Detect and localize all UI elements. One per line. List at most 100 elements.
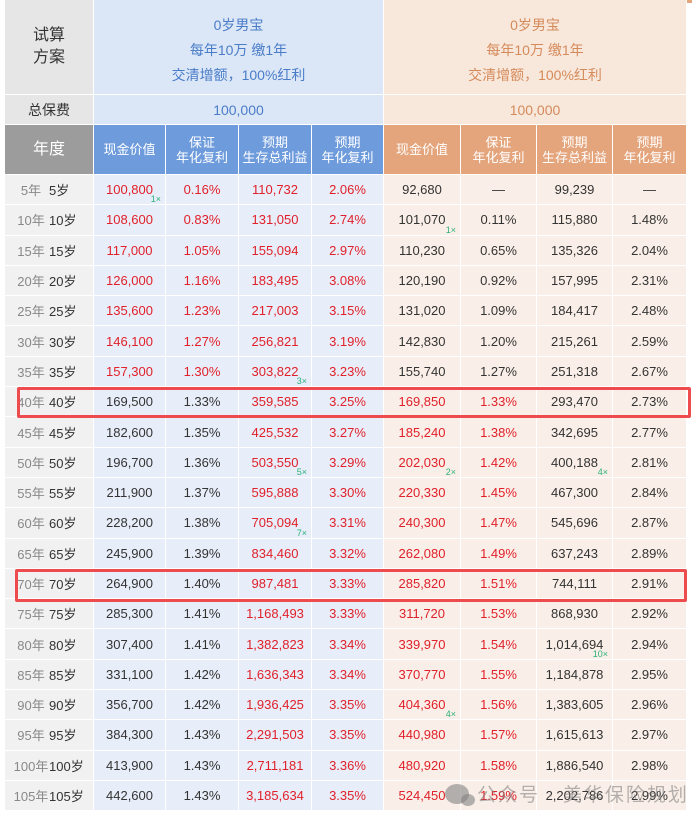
plan-a-guaranteed-rate: 1.42% xyxy=(166,659,239,691)
plan-a-expected-total: 595,888 xyxy=(239,477,312,509)
age: 45岁 xyxy=(49,425,77,441)
plan-a-expected-total: 155,094 xyxy=(239,235,312,266)
age: 90岁 xyxy=(49,698,77,714)
col-label: 现金价值 xyxy=(103,142,156,157)
plan-b-cash-value: 240,300 xyxy=(384,508,461,539)
col-a-expected-total: 预期 生存总利益 xyxy=(239,125,312,175)
age: 35岁 xyxy=(49,364,77,380)
plan-a-line1: 0岁男宝 xyxy=(213,16,264,33)
table-row: 15年 15岁 117,000 1.05% 155,094 2.97% 110,… xyxy=(5,235,692,266)
plan-a-guaranteed-rate: 1.43% xyxy=(166,780,239,812)
year-cell: 65年 65岁 xyxy=(5,538,94,569)
multiplier-tag: 5× xyxy=(296,466,307,477)
policy-year: 100年 xyxy=(13,758,49,774)
plan-a-cash-value: 146,100 xyxy=(94,326,166,357)
plan-b-cash-value: 370,770 xyxy=(384,659,461,691)
table-row: 50年 50岁 196,700 1.36% 503,550 5× 3.29% 20… xyxy=(5,447,692,478)
table-row: 40年 40岁 169,500 1.33% 359,585 3.25% 169,… xyxy=(5,387,692,418)
plan-b-guaranteed-rate: 1.58% xyxy=(461,750,537,781)
plan-b-cash-value: 92,680 xyxy=(384,175,461,206)
policy-year: 20年 xyxy=(17,274,45,290)
year-cell: 85年 85岁 xyxy=(5,659,94,691)
age: 75岁 xyxy=(49,607,77,623)
plan-a-expected-total: 256,821 xyxy=(239,326,312,357)
policy-year: 25年 xyxy=(17,304,45,320)
year-cell: 45年 45岁 xyxy=(5,417,94,448)
plan-b-expected-total: 99,239 xyxy=(537,175,613,206)
plan-b-expected-rate: 2.84% xyxy=(613,477,687,509)
plan-a-expected-total: 1,936,425 xyxy=(239,690,312,721)
col-b-guaranteed-rate: 保证 年化复利 xyxy=(461,125,537,175)
col-label: 年化复利 xyxy=(623,149,676,165)
plan-a-guaranteed-rate: 1.23% xyxy=(166,296,239,327)
plan-a-expected-rate: 3.33% xyxy=(312,599,384,630)
plan-b-cash-value: 404,360 4× xyxy=(384,690,461,721)
plan-a-guaranteed-rate: 0.16% xyxy=(166,175,239,206)
plan-b-guaranteed-rate: 1.53% xyxy=(461,599,537,630)
plan-a-expected-rate: 3.25% xyxy=(312,387,384,418)
plan-a-guaranteed-rate: 1.35% xyxy=(166,417,239,448)
premium-label: 总保费 xyxy=(5,95,94,125)
year-cell: 35年 35岁 xyxy=(5,356,94,388)
multiplier-tag: 2× xyxy=(445,466,456,477)
plan-b-expected-total: 1,383,605 xyxy=(537,690,613,721)
policy-year: 95年 xyxy=(17,728,45,744)
plan-b-expected-rate: 2.94% xyxy=(613,629,687,660)
plan-b-expected-total: 157,995 xyxy=(537,265,613,297)
plan-a-expected-rate: 3.30% xyxy=(312,477,384,509)
table-row: 35年 35岁 157,300 1.30% 303,822 3× 3.23% 15… xyxy=(5,356,692,388)
age: 25岁 xyxy=(49,304,77,320)
plan-a-expected-total: 2,711,181 xyxy=(239,750,312,781)
plan-a-guaranteed-rate: 1.30% xyxy=(166,356,239,388)
plan-a-cash-value: 384,300 xyxy=(94,720,166,751)
plan-b-description: 0岁男宝 每年10万 缴1年 交清增额，100%红利 xyxy=(384,0,687,95)
plan-a-guaranteed-rate: 1.39% xyxy=(166,538,239,569)
col-b-expected-rate: 预期 年化复利 xyxy=(613,125,687,175)
plan-label-line1: 试算 xyxy=(32,27,65,44)
plan-b-expected-rate: 2.89% xyxy=(613,538,687,569)
plan-a-expected-total: 425,532 xyxy=(239,417,312,448)
plan-b-guaranteed-rate: 1.09% xyxy=(461,296,537,327)
plan-a-guaranteed-rate: 1.43% xyxy=(166,720,239,751)
plan-a-expected-total: 1,382,823 xyxy=(239,629,312,660)
plan-a-expected-total: 1,636,343 xyxy=(239,659,312,691)
table-row: 60年 60岁 228,200 1.38% 705,094 7× 3.31% 24… xyxy=(5,508,692,539)
year-cell: 40年 40岁 xyxy=(5,387,94,418)
year-cell: 50年 50岁 xyxy=(5,447,94,478)
plan-b-expected-rate: 2.95% xyxy=(613,659,687,691)
year-cell: 15年 15岁 xyxy=(5,235,94,266)
plan-a-cash-value: 126,000 xyxy=(94,265,166,297)
col-a-cash-value: 现金价值 xyxy=(94,125,166,175)
plan-a-cash-value: 442,600 xyxy=(94,780,166,812)
age: 10岁 xyxy=(49,213,77,229)
plan-b-cash-value: 440,980 xyxy=(384,720,461,751)
plan-b-expected-total: 400,188 4× xyxy=(537,447,613,478)
plan-b-expected-total: 467,300 xyxy=(537,477,613,509)
plan-a-cash-value: 196,700 xyxy=(94,447,166,478)
plan-b-expected-rate: 2.92% xyxy=(613,599,687,630)
plan-b-expected-total: 293,470 xyxy=(537,387,613,418)
plan-b-line3: 交清增额，100%红利 xyxy=(468,66,602,83)
plan-a-cash-value: 264,900 xyxy=(94,568,166,600)
age: 20岁 xyxy=(49,274,77,290)
plan-a-expected-rate: 3.23% xyxy=(312,356,384,388)
plan-a-expected-total: 131,050 xyxy=(239,205,312,236)
table-row: 10年 10岁 108,600 0.83% 131,050 2.74% 101,… xyxy=(5,205,692,236)
plan-a-description: 0岁男宝 每年10万 缴1年 交清增额，100%红利 xyxy=(94,0,384,95)
plan-a-guaranteed-rate: 1.42% xyxy=(166,690,239,721)
plan-a-cash-value: 413,900 xyxy=(94,750,166,781)
plan-b-guaranteed-rate: 1.54% xyxy=(461,629,537,660)
policy-year: 30年 xyxy=(17,334,45,350)
plan-b-expected-total: 1,615,613 xyxy=(537,720,613,751)
plan-a-cash-value: 245,900 xyxy=(94,538,166,569)
plan-a-expected-rate: 3.27% xyxy=(312,417,384,448)
plan-b-guaranteed-rate: 1.42% xyxy=(461,447,537,478)
policy-year: 70年 xyxy=(17,577,45,592)
age: 100岁 xyxy=(49,758,84,774)
table-row: 95年 95岁 384,300 1.43% 2,291,503 3.35% 44… xyxy=(5,720,692,751)
plan-b-expected-rate: 2.87% xyxy=(613,508,687,539)
plan-a-cash-value: 356,700 xyxy=(94,690,166,721)
age: 70岁 xyxy=(49,577,77,592)
table-row: 45年 45岁 182,600 1.35% 425,532 3.27% 185,… xyxy=(5,417,692,448)
age: 5岁 xyxy=(49,183,70,199)
